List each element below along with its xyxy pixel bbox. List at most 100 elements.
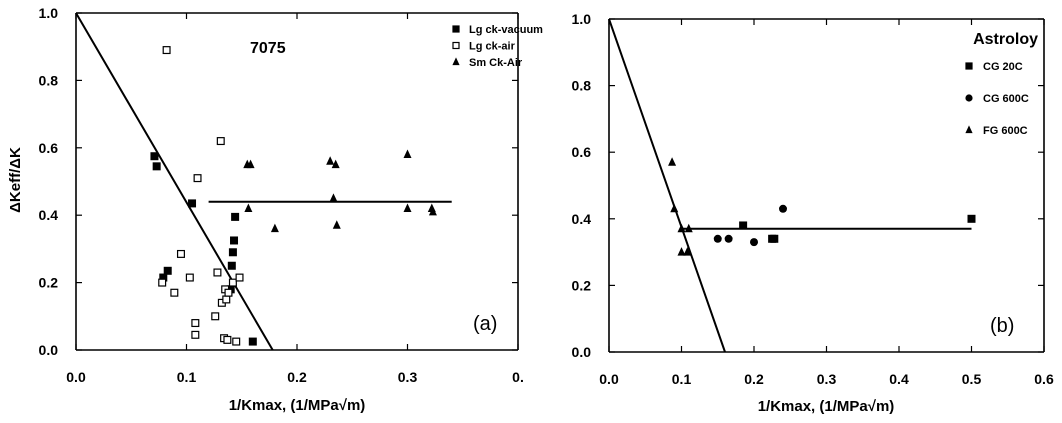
data-point — [428, 206, 437, 216]
data-point — [403, 203, 412, 212]
data-point — [739, 221, 748, 230]
chart-a-fit-lines — [75, 12, 452, 351]
data-point — [223, 335, 232, 344]
legend-label: Sm Ck-Air — [469, 57, 523, 69]
data-point — [163, 266, 172, 275]
chart-b-fit-lines — [608, 18, 972, 353]
legend-marker — [452, 41, 460, 50]
legend-marker — [452, 25, 460, 33]
x-tick-label: 0.5 — [962, 371, 982, 387]
fit-line — [608, 18, 726, 353]
chart-a-ticks: 0.0 0.1 0.2 0.3 0. 0.0 0.2 0.4 0.6 0.8 1.0 — [39, 5, 524, 385]
data-point — [231, 212, 240, 221]
x-tick-label: 0.0 — [599, 371, 619, 387]
legend-label: Lg ck-vacuum — [469, 24, 543, 36]
data-point — [779, 204, 787, 213]
data-point — [213, 268, 222, 277]
y-tick-label: 0.0 — [572, 344, 592, 360]
legend-marker — [965, 125, 973, 134]
legend-marker — [965, 62, 973, 70]
chart-b-ticks: 0.0 0.1 0.2 0.3 0.4 0.5 0.6 0.0 0.2 0.4 0.6 0.8 1.0 — [572, 11, 1054, 387]
x-tick-label: 0.1 — [672, 371, 692, 387]
fit-line — [75, 12, 274, 351]
chart-b-panel-label: (b) — [990, 315, 1014, 337]
x-tick-label: 0.2 — [744, 371, 764, 387]
data-point — [331, 159, 340, 169]
chart-a-points — [150, 46, 437, 346]
y-tick-label: 0.8 — [39, 72, 59, 88]
y-tick-label: 0.0 — [39, 342, 59, 358]
y-tick-label: 1.0 — [572, 11, 592, 27]
legend-marker — [452, 57, 460, 66]
y-tick-label: 0.4 — [572, 211, 592, 227]
chart-b-xlabel: 1/Kmax, (1/MPa√m) — [758, 398, 895, 415]
x-tick-label: 0.3 — [817, 371, 837, 387]
data-point — [770, 234, 779, 243]
legend-label: CG 20C — [983, 61, 1023, 73]
data-point — [228, 248, 237, 257]
legend-label: FG 600C — [983, 125, 1028, 137]
data-point — [150, 152, 159, 161]
chart-b: 0.0 0.1 0.2 0.3 0.4 0.5 0.60.00.20.40.60.81.0 … — [572, 11, 1054, 415]
x-tick-label: 0.3 — [398, 369, 418, 385]
y-tick-label: 1.0 — [39, 5, 59, 21]
data-point — [191, 319, 200, 328]
data-point — [170, 288, 179, 297]
data-point — [668, 157, 677, 166]
data-point — [152, 162, 161, 171]
data-point — [211, 312, 220, 321]
chart-a-panel-label: (a) — [473, 313, 497, 335]
legend-label: CG 600C — [983, 93, 1029, 105]
data-point — [326, 156, 335, 165]
chart-a: 0.0 0.1 0.2 0.3 0. 0.0 0.2 0.4 0.6 0.8 1.0 7075 (a… — [7, 5, 543, 414]
data-point — [677, 223, 686, 233]
legend-marker — [965, 94, 973, 102]
chart-a-title: 7075 — [250, 40, 286, 57]
x-tick-label: 0.1 — [177, 369, 197, 385]
data-point — [967, 214, 976, 223]
data-point — [248, 337, 257, 346]
x-tick-label: 0. — [512, 369, 524, 385]
y-tick-label: 0.6 — [572, 144, 592, 160]
data-point — [162, 46, 171, 55]
data-point — [193, 174, 202, 183]
y-tick-label: 0.6 — [39, 140, 59, 156]
legend-label: Lg ck-air — [469, 41, 516, 53]
data-point — [403, 149, 412, 159]
data-point — [724, 234, 733, 243]
x-tick-label: 0.6 — [1034, 371, 1054, 387]
data-point — [670, 203, 679, 213]
data-point — [176, 249, 185, 258]
data-point — [191, 330, 200, 339]
y-tick-label: 0.2 — [39, 275, 59, 291]
data-point — [235, 273, 244, 282]
data-point — [684, 223, 693, 233]
chart-a-xlabel: 1/Kmax, (1/MPa√m) — [229, 397, 366, 414]
data-point — [224, 288, 233, 297]
x-tick-label: 0.0 — [66, 369, 86, 385]
chart-a-ylabel: ΔKeff/ΔK — [7, 147, 24, 213]
data-point — [222, 295, 231, 304]
x-tick-label: 0.2 — [287, 369, 307, 385]
y-tick-label: 0.4 — [39, 207, 59, 223]
data-point — [246, 159, 255, 169]
y-tick-label: 0.8 — [572, 78, 592, 94]
data-point — [683, 247, 692, 256]
chart-b-title: Astroloy — [973, 31, 1038, 48]
data-point — [227, 261, 236, 270]
data-point — [188, 199, 197, 208]
x-tick-label: 0.4 — [889, 371, 909, 387]
y-tick-label: 0.2 — [572, 277, 592, 293]
data-point — [216, 137, 225, 146]
data-point — [677, 247, 686, 256]
data-point — [713, 234, 722, 243]
data-point — [270, 223, 279, 233]
chart-a-legend: Lg ck-vacuum Lg ck-air Sm Ck-Air — [452, 24, 543, 69]
data-point — [232, 337, 241, 346]
data-point — [750, 238, 758, 247]
data-point — [185, 273, 194, 282]
data-point — [329, 193, 338, 202]
data-point — [230, 236, 239, 245]
chart-b-legend: CG 20C CG 600C FG 600C — [965, 61, 1029, 137]
